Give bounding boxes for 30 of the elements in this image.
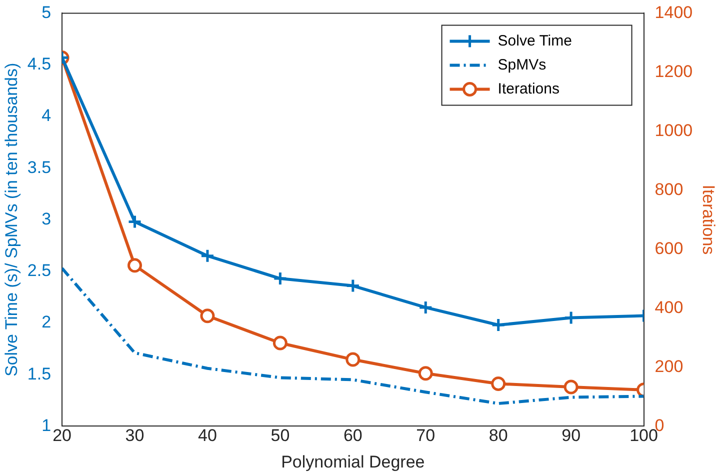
x-tick-label: 20 [52, 426, 72, 446]
y-tick-label: 2.5 [27, 261, 52, 280]
y2-tick-label: 800 [654, 180, 684, 199]
y-tick-label: 2 [42, 312, 52, 332]
x-axis-title: Polynomial Degree [281, 452, 425, 472]
x-tick-label: 60 [343, 426, 362, 446]
legend-label: Iterations [498, 80, 560, 98]
legend-label: Solve Time [498, 32, 572, 50]
x-tick-label: 30 [125, 426, 144, 446]
y2-tick-label: 1400 [654, 2, 693, 22]
y-tick-label: 3 [42, 209, 52, 228]
y2-tick-label: 600 [654, 238, 684, 258]
y2-tick-label: 200 [654, 356, 684, 376]
y-tick-label: 1.5 [27, 364, 52, 384]
x-tick-label: 90 [562, 426, 581, 446]
legend-label: SpMVs [498, 56, 546, 74]
y-tick-label: 1 [42, 416, 52, 435]
y-tick-label: 3.5 [27, 158, 52, 177]
y-tick-label: 4 [42, 106, 52, 126]
x-tick-label: 40 [198, 426, 217, 446]
y2-tick-label: 1000 [654, 120, 693, 140]
y-tick-label: 4.5 [27, 54, 52, 74]
y2-axis-title: Iterations [699, 184, 718, 255]
y2-tick-label: 1200 [654, 62, 693, 81]
y-tick-label: 5 [42, 2, 52, 22]
x-tick-label: 50 [270, 426, 290, 446]
x-tick-label: 80 [488, 426, 508, 446]
x-tick-label: 70 [416, 426, 436, 446]
y2-tick-label: 400 [654, 298, 684, 317]
y-axis-title: Solve Time (s)/ SpMVs (in ten thousands) [2, 62, 21, 377]
